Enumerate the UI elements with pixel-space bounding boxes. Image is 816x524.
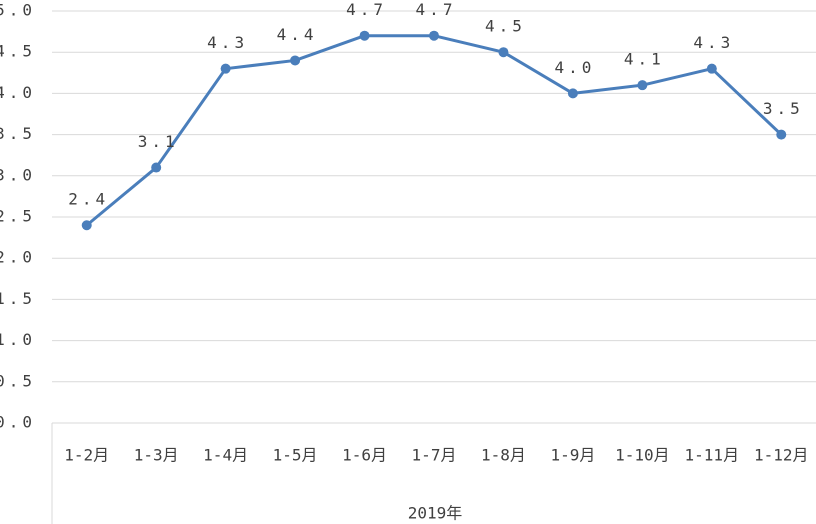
y-tick-label: 1.0 [0,330,36,349]
data-label: 4.0 [554,58,595,77]
data-label: 2.4 [68,190,109,209]
point-marker [498,47,509,58]
y-tick-label: 0.5 [0,371,36,390]
x-tick-label: 1-6月 [342,446,387,465]
x-tick-label: 1-2月 [64,446,109,465]
point-marker [637,80,648,91]
y-tick-label: 3.5 [0,124,36,143]
x-tick-label: 1-4月 [203,446,248,465]
point-marker [706,63,717,74]
y-tick-label: 2.5 [0,207,36,226]
point-marker [220,63,231,74]
point-marker [776,129,787,140]
point-marker [359,30,370,41]
y-tick-label: 5.0 [0,1,36,20]
data-label: 3.5 [763,99,804,118]
x-tick-label: 1-10月 [615,446,670,465]
point-marker [429,30,439,41]
x-tick-label: 1-11月 [685,446,740,465]
data-label: 4.1 [624,50,665,69]
point-marker [151,162,162,173]
x-tick-label: 1-3月 [134,446,179,465]
point-marker [290,55,301,66]
y-tick-label: 4.5 [0,42,36,61]
x-tick-label: 1-7月 [412,446,457,465]
data-label: 4.3 [693,33,734,52]
data-label: 4.7 [346,0,387,19]
x-tick-label: 1-12月 [754,446,809,465]
data-label: 3.1 [138,132,179,151]
data-label: 4.5 [485,17,526,36]
x-tick-label: 1-8月 [481,446,526,465]
point-marker [567,88,578,99]
point-marker [81,220,92,231]
x-tick-label: 1-9月 [550,446,595,465]
x-tick-label: 1-5月 [273,446,318,465]
y-tick-label: 1.5 [0,289,36,308]
y-tick-label: 3.0 [0,165,36,184]
series-line [85,34,783,227]
data-label: 4.3 [207,33,248,52]
y-tick-label: 2.0 [0,248,36,267]
y-tick-label: 0.0 [0,413,36,432]
x-axis-label: 2019年 [408,504,463,523]
data-label: 4.4 [277,25,318,44]
y-tick-label: 4.0 [0,83,36,102]
data-label: 4.7 [416,0,457,19]
